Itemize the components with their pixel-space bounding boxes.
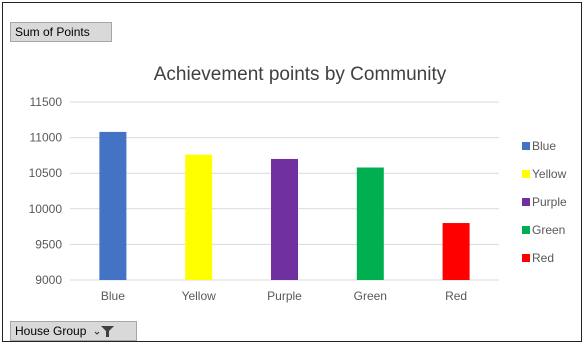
y-tick-label: 11500 xyxy=(30,95,63,109)
y-tick-label: 11000 xyxy=(30,131,63,145)
bar-yellow[interactable] xyxy=(185,154,213,280)
bar-purple[interactable] xyxy=(271,158,298,280)
axis-field-label: House Group xyxy=(15,324,87,338)
legend-swatch xyxy=(522,198,530,206)
y-axis: 9000 9500 10000 10500 11000 11500 xyxy=(29,95,63,287)
legend-swatch xyxy=(522,226,530,234)
x-tick-label: Red xyxy=(445,289,467,303)
legend-swatch xyxy=(522,142,530,150)
legend-swatch xyxy=(522,254,530,262)
y-tick-label: 10000 xyxy=(29,202,63,216)
legend-swatch xyxy=(522,170,530,178)
x-tick-label: Blue xyxy=(101,289,125,303)
bar-blue[interactable] xyxy=(99,131,127,280)
y-tick-label: 10500 xyxy=(29,166,63,180)
funnel-filter-icon[interactable] xyxy=(94,322,116,340)
y-tick-label: 9500 xyxy=(35,237,62,251)
legend[interactable]: Blue Yellow Purple Green Red xyxy=(522,139,567,265)
bars xyxy=(99,131,470,280)
bar-red[interactable] xyxy=(442,223,470,280)
legend-entry[interactable]: Green xyxy=(532,223,565,237)
x-tick-label: Green xyxy=(354,289,387,303)
chart-title: Achievement points by Community xyxy=(154,64,447,85)
x-tick-label: Purple xyxy=(267,289,302,303)
legend-entry[interactable]: Red xyxy=(532,251,554,265)
legend-entry[interactable]: Purple xyxy=(532,195,567,209)
value-field-button[interactable]: Sum of Points xyxy=(10,22,112,42)
x-tick-label: Yellow xyxy=(182,289,217,303)
axis-field-button[interactable]: House Group xyxy=(10,321,137,341)
x-axis: Blue Yellow Purple Green Red xyxy=(101,289,467,303)
legend-entry[interactable]: Yellow xyxy=(532,167,567,181)
legend-entry[interactable]: Blue xyxy=(532,139,556,153)
y-tick-label: 9000 xyxy=(35,273,62,287)
bar-green[interactable] xyxy=(356,167,384,280)
bar-chart: Achievement points by Community 9000 9500… xyxy=(29,64,567,303)
